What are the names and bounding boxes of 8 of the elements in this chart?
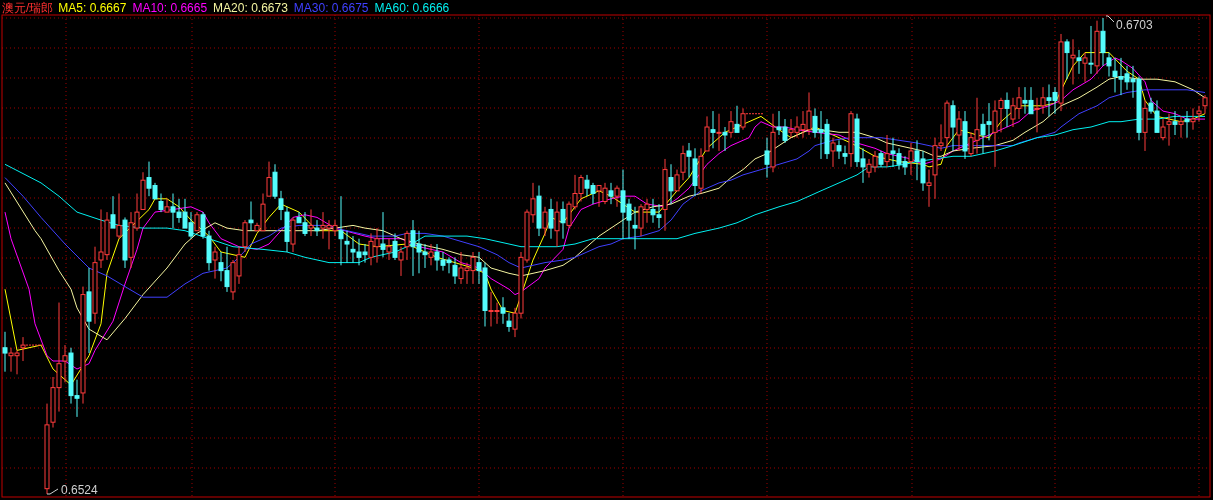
text: MA60: 0.6666 [374,1,450,15]
annotation: 0.6524 [61,483,99,497]
text: MA10: 0.6665 [132,1,208,15]
chart-title: 澳元/瑞郎 [2,1,54,15]
text: MA20: 0.6673 [213,1,289,15]
text: MA30: 0.6675 [293,1,369,15]
annotation: 0.6703 [1116,18,1154,32]
text: MA5: 0.6667 [58,1,127,15]
